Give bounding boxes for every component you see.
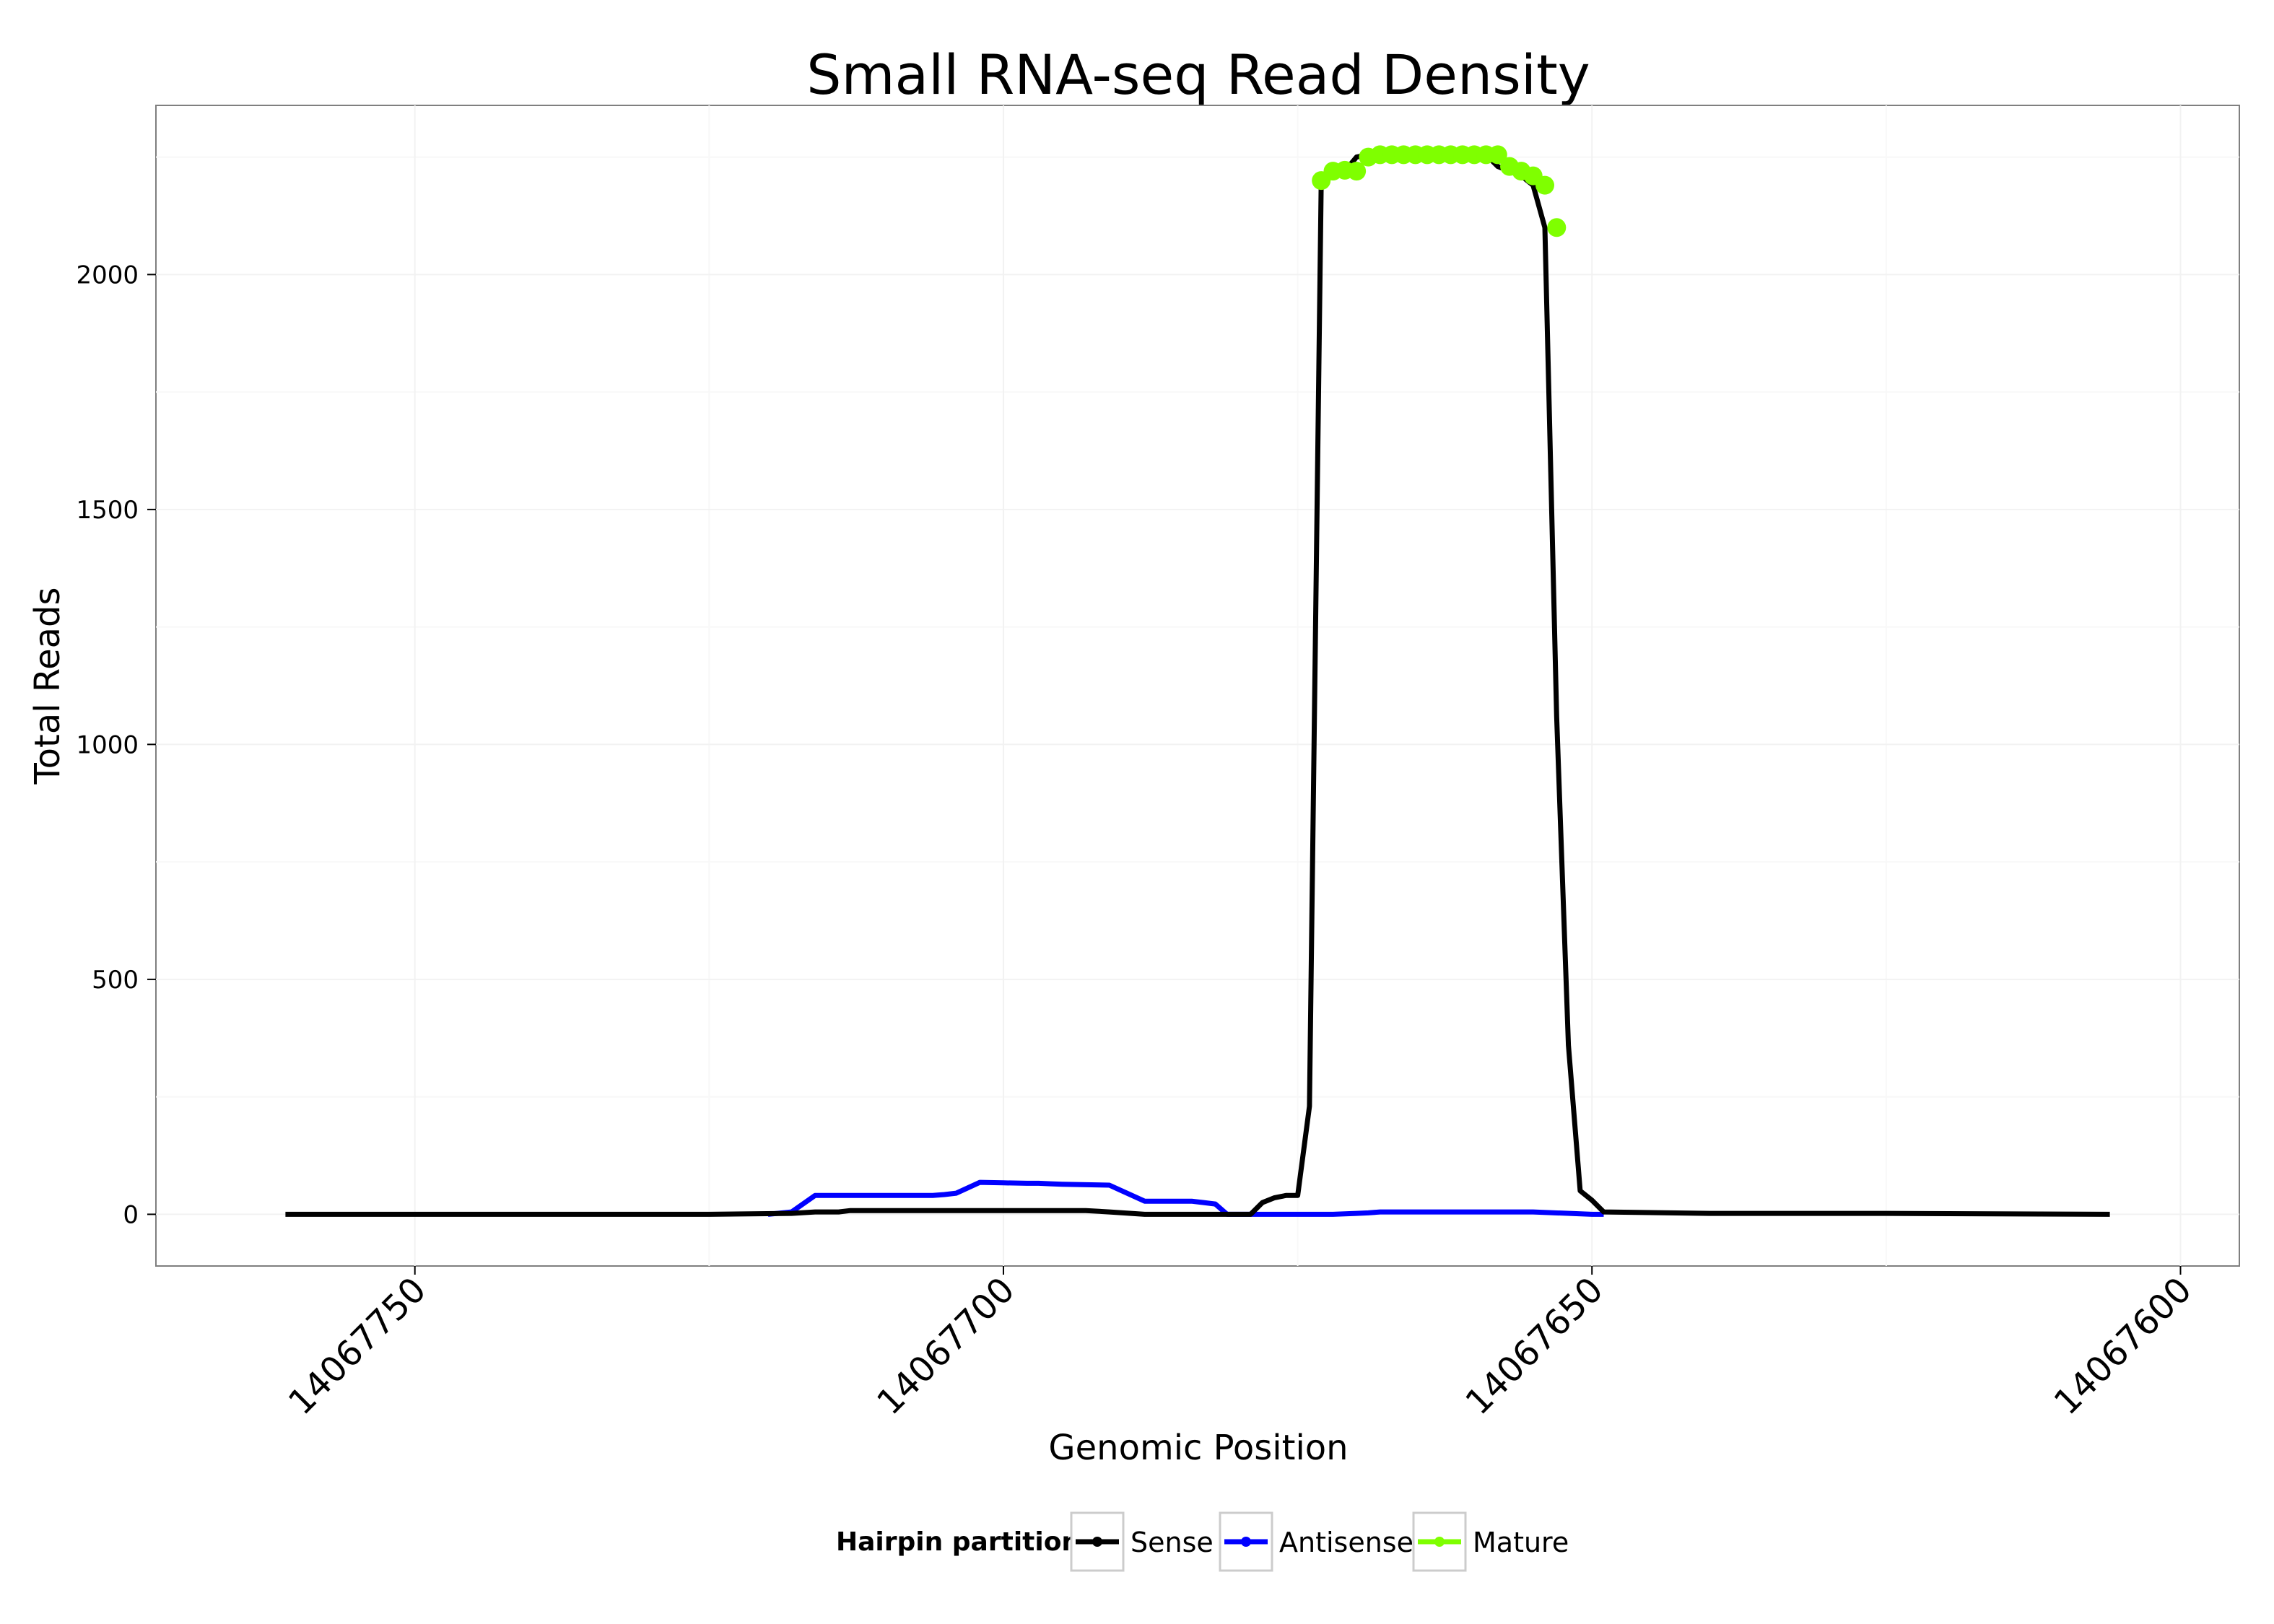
legend-label-antisense: Antisense (1279, 1527, 1413, 1558)
y-tick-label: 1000 (76, 730, 139, 759)
legend-key-point-sense (1092, 1537, 1102, 1547)
x-tick-label: 14067700 (869, 1270, 1022, 1423)
x-tick-label: 14067650 (1458, 1270, 1611, 1423)
series-layer (285, 145, 2110, 1217)
y-tick-label: 1500 (76, 496, 139, 525)
x-tick-label: 14067750 (281, 1270, 434, 1423)
legend-key-point-antisense (1241, 1537, 1251, 1547)
y-tick-label: 0 (123, 1200, 139, 1229)
legend-label-sense: Sense (1131, 1527, 1214, 1558)
x-tick-label: 14067600 (2047, 1270, 2200, 1423)
x-axis-title: Genomic Position (1048, 1428, 1348, 1468)
series-point-mature (1535, 175, 1554, 195)
y-axis-title: Total Reads (27, 588, 68, 785)
legend-entries: Sense Antisense Mature (1070, 1511, 1569, 1572)
series-point-mature (1347, 162, 1367, 181)
y-axis: 0 500 1000 1500 2000 (76, 261, 156, 1229)
legend-title: Hairpin partition (836, 1527, 1080, 1557)
series-point-mature (1547, 218, 1567, 237)
series-line-antisense (767, 1179, 1604, 1217)
plot-panel (155, 105, 2240, 1267)
y-tick-label: 2000 (76, 261, 139, 289)
legend-label-mature: Mature (1473, 1527, 1569, 1558)
series-point-mature (1488, 145, 1507, 165)
minor-grid (156, 105, 2239, 1266)
legend-key-point-mature (1434, 1537, 1445, 1547)
x-axis: 14067750 14067700 14067650 14067600 (281, 1266, 2200, 1423)
chart-title: Small RNA-seq Read Density (806, 43, 1590, 107)
legend: Hairpin partition Sense Antisense Mature (836, 1511, 1569, 1572)
y-tick-label: 500 (92, 966, 139, 995)
